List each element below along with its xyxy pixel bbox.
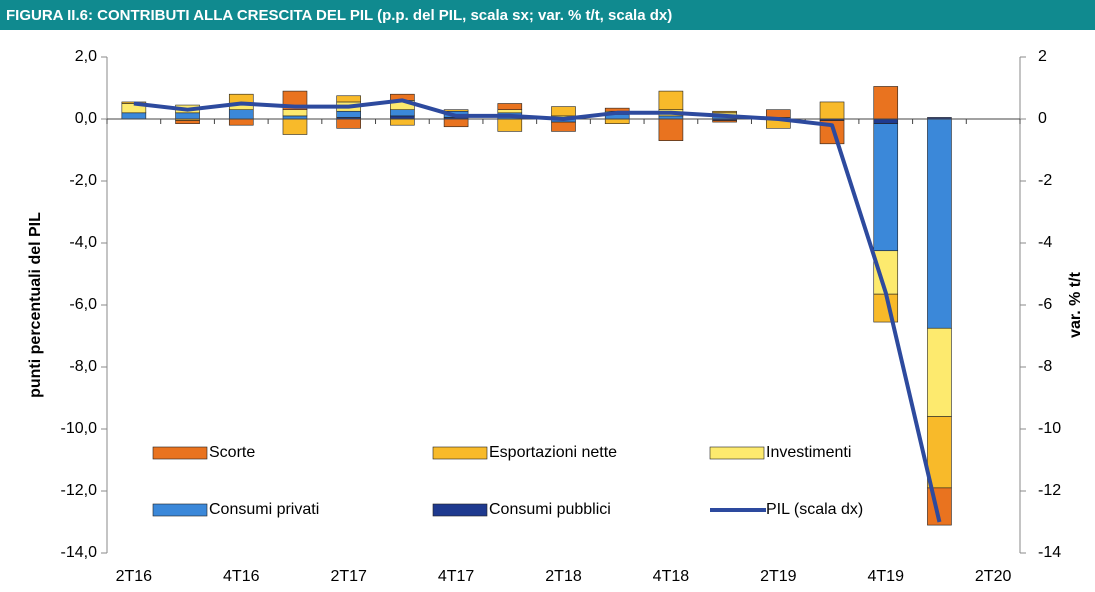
y2-tick-label: -12	[1038, 482, 1061, 499]
bar-segment	[604, 118, 630, 124]
bar-segment	[282, 118, 308, 135]
y2-tick-label: 2	[1038, 48, 1047, 65]
y-tick-label: -12,0	[61, 482, 98, 499]
bar-segment	[658, 118, 684, 142]
x-tick-label: 4T18	[653, 568, 690, 585]
y2-tick-label: -14	[1038, 544, 1061, 561]
y-tick-label: -10,0	[61, 420, 98, 437]
bar-segment	[282, 109, 308, 117]
bar-segment	[927, 416, 952, 489]
bar-segment	[443, 118, 469, 128]
bar-segment	[712, 110, 737, 114]
bar-segment	[927, 327, 952, 417]
bar-segment	[873, 118, 899, 124]
legend-swatch	[432, 446, 488, 460]
bar-segment	[551, 106, 576, 117]
bar-segment	[712, 120, 737, 123]
bar-segment	[175, 112, 200, 120]
y2-tick-label: 0	[1038, 110, 1047, 127]
legend-label: Esportazioni nette	[489, 444, 617, 461]
legend-label: PIL (scala dx)	[766, 501, 863, 518]
legend-label: Consumi privati	[209, 501, 319, 518]
y-tick-label: -14,0	[61, 544, 98, 561]
x-tick-label: 4T17	[438, 568, 475, 585]
y-axis-label: punti percentuali del PIL	[27, 212, 44, 398]
legend-swatch	[152, 503, 208, 517]
bar-segment	[766, 109, 791, 118]
y-tick-label: -4,0	[69, 234, 97, 251]
bar-segment	[497, 109, 523, 114]
y-tick-label: 2,0	[75, 48, 97, 65]
bar-segment	[390, 118, 415, 126]
chart-title: FIGURA II.6: CONTRIBUTI ALLA CRESCITA DE…	[6, 7, 672, 24]
bar-segment	[604, 107, 630, 112]
y-tick-label: 0,0	[75, 110, 97, 127]
legend-label: Investimenti	[766, 444, 851, 461]
bar-segment	[497, 118, 523, 132]
bar-segment	[121, 112, 147, 120]
bar-segment	[551, 121, 576, 132]
legend-swatch	[152, 446, 208, 460]
bar-segment	[658, 90, 684, 110]
legend-label: Consumi pubblici	[489, 501, 611, 518]
x-tick-label: 2T17	[330, 568, 367, 585]
x-tick-label: 2T18	[545, 568, 582, 585]
x-tick-label: 2T16	[116, 568, 153, 585]
bar-segment	[390, 109, 415, 117]
bar-segment	[927, 118, 952, 329]
bar-segment	[228, 109, 254, 120]
y2-tick-label: -2	[1038, 172, 1052, 189]
y2-tick-label: -4	[1038, 234, 1052, 251]
legend-swatch	[709, 446, 765, 460]
x-tick-label: 2T20	[975, 568, 1012, 585]
y-tick-label: -2,0	[69, 172, 97, 189]
y2-tick-label: -8	[1038, 358, 1052, 375]
bar-segment	[336, 95, 361, 103]
line-series	[133, 98, 942, 523]
x-tick-label: 2T19	[760, 568, 797, 585]
x-tick-label: 4T19	[868, 568, 905, 585]
y-tick-label: -8,0	[69, 358, 97, 375]
y2-tick-label: -6	[1038, 296, 1052, 313]
bar-segment	[228, 118, 254, 126]
bar-segment	[873, 86, 899, 120]
y2-axis-label: var. % t/t	[1067, 271, 1084, 337]
bar-segment	[336, 118, 361, 129]
bar-segment	[175, 120, 200, 124]
bar-segment	[873, 123, 899, 252]
y2-tick-label: -10	[1038, 420, 1061, 437]
bar-segment	[336, 110, 361, 118]
legend-label: Scorte	[209, 444, 255, 461]
bar-segment	[497, 103, 523, 110]
bar-segment	[443, 109, 469, 112]
bar-segment	[819, 101, 845, 120]
legend-swatch	[432, 503, 488, 517]
y-tick-label: -6,0	[69, 296, 97, 313]
title-band	[0, 0, 1095, 30]
x-tick-label: 4T16	[223, 568, 260, 585]
